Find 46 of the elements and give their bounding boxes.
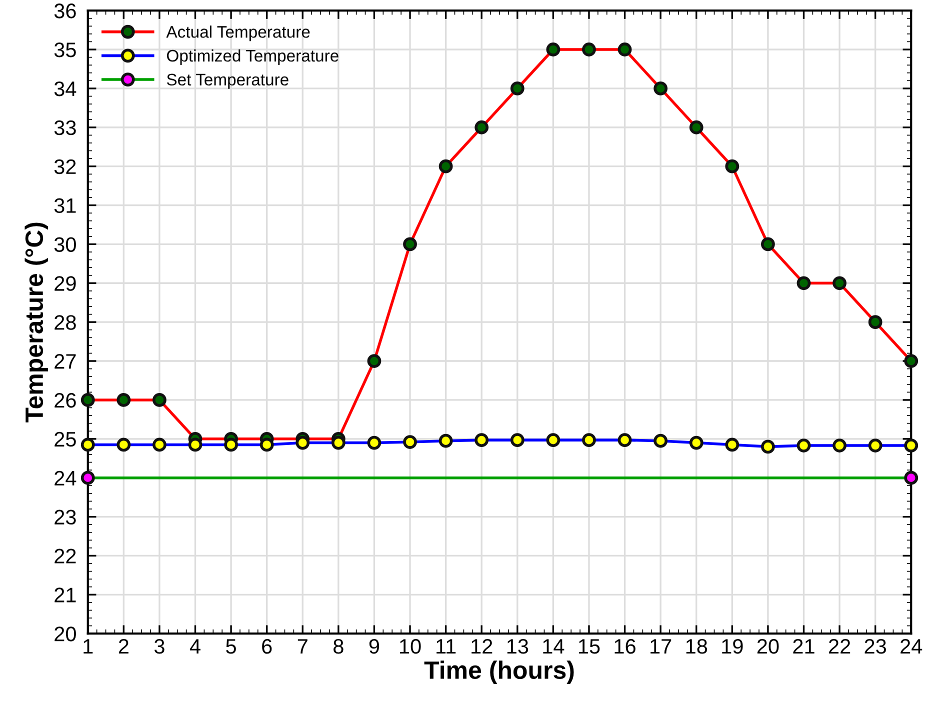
x-tick-label: 24 [900, 639, 922, 654]
x-tick-label: 9 [369, 639, 380, 654]
x-axis-title: Time (hours) [424, 660, 574, 684]
x-tick-label: 7 [298, 639, 308, 654]
y-tick-label: 24 [54, 470, 76, 486]
x-tick-label: 18 [686, 639, 708, 654]
y-tick-label: 25 [54, 432, 76, 447]
y-tick-label: 31 [54, 198, 76, 214]
x-tick-label: 8 [334, 639, 344, 654]
y-axis-title: Temperature (°C) [24, 222, 48, 422]
x-tick-label: 20 [757, 639, 779, 654]
x-tick-label: 12 [472, 639, 492, 654]
legend-label: Optimized Temperature [166, 49, 338, 65]
x-tick-label: 4 [190, 639, 200, 654]
y-tick-label: 21 [54, 588, 76, 602]
x-tick-label: 14 [543, 639, 564, 654]
x-tick-label: 17 [650, 639, 672, 654]
y-tick-label: 22 [54, 548, 76, 564]
x-tick-label: 10 [400, 639, 421, 654]
x-tick-label: 23 [864, 639, 886, 654]
y-tick-label: 35 [54, 42, 76, 58]
x-tick-label: 22 [829, 639, 850, 654]
y-tick-label: 23 [54, 510, 76, 525]
x-tick-label: 6 [262, 639, 272, 654]
x-tick-label: 15 [578, 639, 600, 654]
x-tick-label: 3 [154, 639, 164, 654]
x-tick-label: 13 [507, 639, 528, 654]
legend-label: Set Temperature [166, 74, 288, 89]
y-tick-label: 26 [54, 392, 76, 408]
x-tick-label: 19 [722, 639, 743, 654]
y-tick-label: 30 [54, 237, 76, 252]
y-tick-label: 32 [54, 159, 76, 174]
x-tick-label: 1 [84, 639, 93, 654]
x-tick-label: 5 [226, 639, 236, 654]
x-tick-label: 2 [118, 639, 128, 654]
y-tick-label: 28 [54, 315, 76, 330]
y-tick-label: 27 [54, 354, 76, 369]
x-tick-label: 21 [793, 639, 814, 654]
y-tick-label: 33 [54, 120, 76, 136]
legend-label: Actual Temperature [166, 26, 310, 42]
y-tick-label: 34 [54, 81, 76, 96]
y-tick-label: 29 [54, 276, 76, 291]
y-tick-label: 20 [54, 626, 76, 642]
y-tick-label: 36 [54, 4, 76, 18]
x-tick-label: 11 [436, 639, 456, 654]
x-tick-label: 16 [614, 639, 636, 654]
